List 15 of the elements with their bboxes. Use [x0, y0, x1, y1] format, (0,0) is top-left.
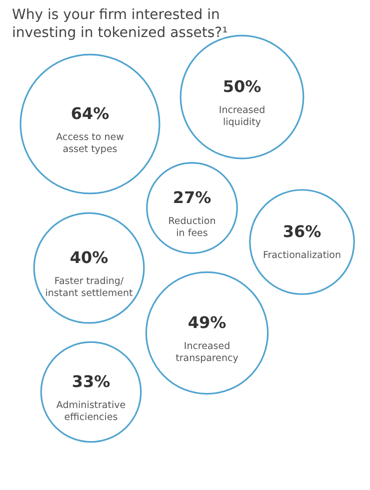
- category-label: Reduction in fees: [168, 216, 216, 239]
- data-label: 49%: [188, 313, 226, 332]
- data-label: 27%: [172, 188, 212, 207]
- text: Why is your firm interested in investing in tokenized assets?¹: [12, 7, 228, 41]
- data-label: 33%: [72, 372, 110, 391]
- data-label: 50%: [222, 77, 262, 96]
- category-label: Fractionalization: [262, 250, 342, 261]
- category-label: Increased transparency: [176, 341, 239, 364]
- category-label: Faster trading/ instant settlement: [45, 276, 134, 299]
- category-label: Increased liquidity: [218, 105, 266, 128]
- category-label: Access to new asset types: [56, 132, 124, 155]
- category-label: Administrative efficiencies: [56, 400, 126, 423]
- data-label: 36%: [282, 222, 322, 241]
- data-label: 64%: [70, 104, 110, 123]
- data-label: 40%: [70, 248, 108, 267]
